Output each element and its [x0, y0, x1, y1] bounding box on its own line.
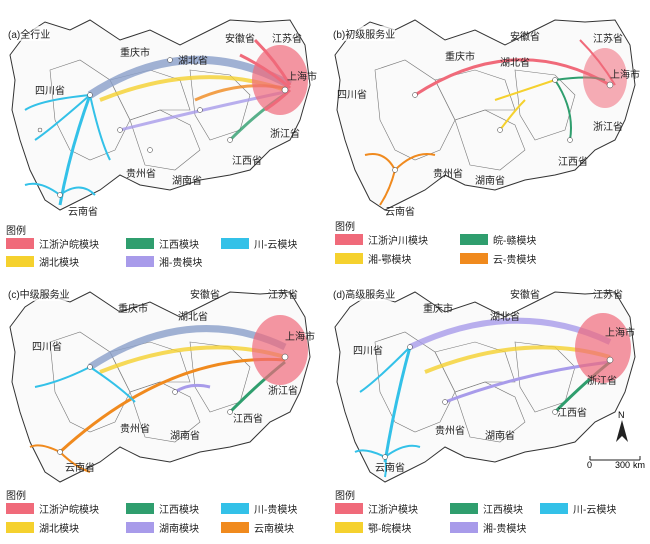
legend-d: 图例 江浙沪模块 江西模块 川-云模块 鄂-皖模块 湘-贵模块 — [335, 487, 650, 537]
label-anhui: 安徽省 — [190, 290, 220, 301]
label-chongqing: 重庆市 — [118, 304, 148, 315]
label-shanghai: 上海市 — [285, 332, 315, 343]
legend-item: 湘-贵模块 — [126, 254, 202, 269]
label-zhejiang: 浙江省 — [587, 376, 617, 387]
legend-item: 江西模块 — [126, 236, 199, 251]
legend-item: 湖北模块 — [6, 520, 79, 535]
legend-item: 鄂-皖模块 — [335, 520, 411, 535]
label-hunan: 湖南省 — [170, 431, 200, 442]
panel-a: (a)全行业 安徽省 江苏省 重庆市 湖北省 四川省 上海市 浙江省 贵州省 湖… — [0, 0, 325, 272]
legend-title: 图例 — [6, 491, 26, 502]
legend-title: 图例 — [335, 222, 355, 233]
legend-c: 图例 江浙沪皖模块 江西模块 川-贵模块 湖北模块 湖南模块 云南模块 — [6, 487, 321, 537]
legend-item: 湖北模块 — [6, 254, 79, 269]
scale-zero: 0 — [587, 460, 593, 470]
label-zhejiang: 浙江省 — [593, 122, 623, 133]
label-hubei: 湖北省 — [490, 312, 520, 323]
label-hunan: 湖南省 — [172, 176, 202, 187]
map-a — [9, 19, 311, 211]
panel-title: (c)中级服务业 — [8, 286, 70, 301]
panel-d: (d)高级服务业 安徽省 江苏省 重庆市 湖北省 四川省 上海市 浙江省 贵州省… — [325, 272, 650, 544]
legend-item: 云南模块 — [221, 520, 294, 535]
legend-item: 川-云模块 — [221, 236, 297, 251]
label-anhui: 安徽省 — [510, 32, 540, 43]
label-hubei: 湖北省 — [178, 312, 208, 323]
label-hunan: 湖南省 — [475, 176, 505, 187]
panel-title: (b)初级服务业 — [333, 26, 396, 41]
label-jiangsu: 江苏省 — [593, 34, 623, 45]
label-hubei: 湖北省 — [500, 58, 530, 69]
label-anhui: 安徽省 — [510, 290, 540, 301]
legend-item: 川-云模块 — [540, 501, 616, 516]
label-hubei: 湖北省 — [178, 56, 208, 67]
north-arrow-scale: N 0 300 km — [585, 410, 645, 472]
panel-b: (b)初级服务业 安徽省 江苏省 重庆市 湖北省 四川省 上海市 浙江省 贵州省… — [325, 0, 650, 272]
map-d — [334, 291, 636, 483]
panel-title: (a)全行业 — [8, 26, 51, 41]
legend-item: 江浙沪模块 — [335, 501, 418, 516]
label-shanghai: 上海市 — [287, 72, 317, 83]
legend-a: 图例 江浙沪皖模块 江西模块 川-云模块 湖北模块 湘-贵模块 — [6, 222, 321, 269]
label-sichuan: 四川省 — [353, 346, 383, 357]
label-sichuan: 四川省 — [32, 342, 62, 353]
label-zhejiang: 浙江省 — [270, 129, 300, 140]
label-guizhou: 贵州省 — [126, 169, 156, 180]
legend-item: 湖南模块 — [126, 520, 199, 535]
label-hunan: 湖南省 — [485, 431, 515, 442]
label-chongqing: 重庆市 — [120, 48, 150, 59]
label-sichuan: 四川省 — [35, 86, 65, 97]
north-arrow-icon — [589, 420, 641, 461]
scale-unit: km — [633, 460, 645, 470]
legend-item: 江浙沪川模块 — [335, 232, 428, 247]
legend-title: 图例 — [335, 491, 355, 502]
panel-c: (c)中级服务业 安徽省 江苏省 重庆市 湖北省 四川省 上海市 浙江省 贵州省… — [0, 272, 325, 544]
label-guizhou: 贵州省 — [435, 426, 465, 437]
label-shanghai: 上海市 — [610, 70, 640, 81]
label-zhejiang: 浙江省 — [268, 386, 298, 397]
legend-item: 湘-贵模块 — [450, 520, 526, 535]
label-jiangxi: 江西省 — [557, 408, 587, 419]
label-guizhou: 贵州省 — [433, 169, 463, 180]
label-jiangsu: 江苏省 — [593, 290, 623, 301]
label-jiangsu: 江苏省 — [272, 34, 302, 45]
label-jiangxi: 江西省 — [233, 414, 263, 425]
label-chongqing: 重庆市 — [423, 304, 453, 315]
panel-title: (d)高级服务业 — [333, 286, 396, 301]
label-anhui: 安徽省 — [225, 34, 255, 45]
legend-b: 图例 江浙沪川模块 皖-赣模块 湘-鄂模块 云-贵模块 — [335, 218, 650, 268]
legend-item: 江西模块 — [126, 501, 199, 516]
north-label: N — [618, 410, 625, 420]
legend-item: 江西模块 — [450, 501, 523, 516]
label-jiangxi: 江西省 — [232, 156, 262, 167]
legend-item: 江浙沪皖模块 — [6, 236, 99, 251]
legend-item: 皖-赣模块 — [460, 232, 536, 247]
label-yunnan: 云南省 — [68, 207, 98, 218]
scale-value: 300 — [615, 460, 631, 470]
legend-item: 川-贵模块 — [221, 501, 297, 516]
label-yunnan: 云南省 — [385, 207, 415, 218]
map-c — [9, 291, 311, 483]
label-yunnan: 云南省 — [65, 463, 95, 474]
label-guizhou: 贵州省 — [120, 424, 150, 435]
label-yunnan: 云南省 — [375, 463, 405, 474]
label-chongqing: 重庆市 — [445, 52, 475, 63]
label-shanghai: 上海市 — [605, 328, 635, 339]
legend-title: 图例 — [6, 226, 26, 237]
legend-item: 江浙沪皖模块 — [6, 501, 99, 516]
label-jiangsu: 江苏省 — [268, 290, 298, 301]
label-sichuan: 四川省 — [337, 90, 367, 101]
legend-item: 云-贵模块 — [460, 251, 536, 266]
label-jiangxi: 江西省 — [558, 157, 588, 168]
legend-item: 湘-鄂模块 — [335, 251, 411, 266]
map-b — [334, 19, 636, 211]
